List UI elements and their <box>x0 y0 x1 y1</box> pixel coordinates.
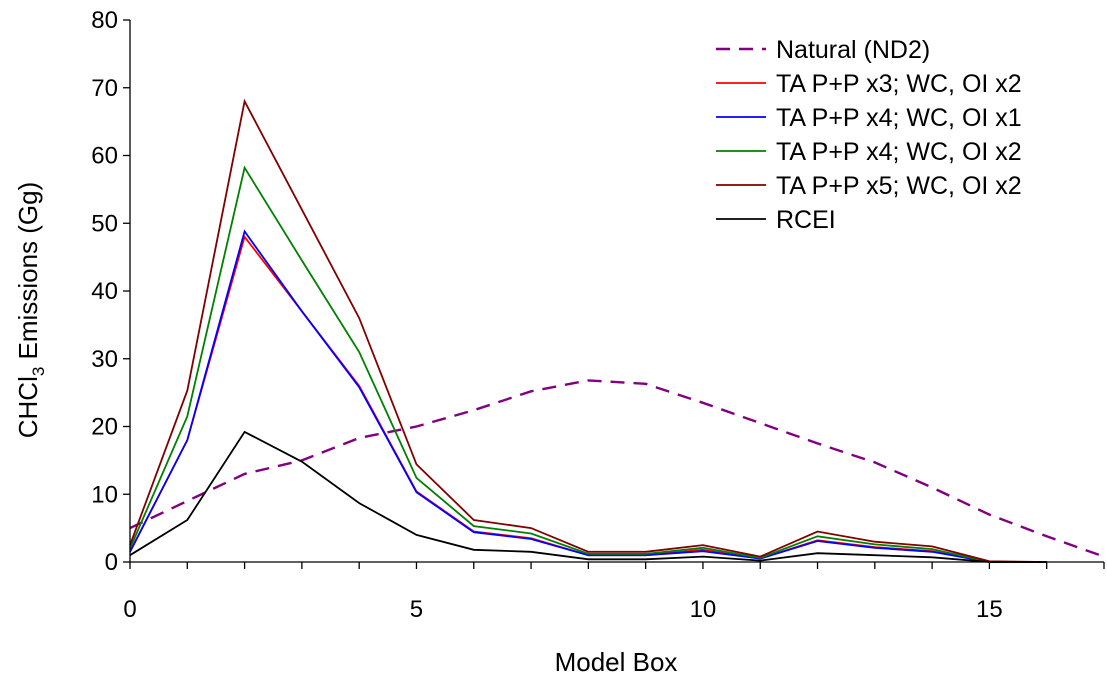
series-line-5 <box>129 98 1047 563</box>
legend-label-2: TA P+P x3; WC, OI x2 <box>776 70 1022 98</box>
legend-label-5: TA P+P x5; WC, OI x2 <box>776 172 1022 200</box>
y-tick-label: 40 <box>91 278 118 305</box>
legend-label-1: Natural (ND2) <box>776 36 930 64</box>
y-tick-label: 0 <box>105 549 118 576</box>
series-line-3 <box>129 229 1047 563</box>
y-tick-label: 30 <box>91 346 118 373</box>
legend-label-4: TA P+P x4; WC, OI x2 <box>776 138 1022 166</box>
y-axis-title-suffix: Emissions (Gg) <box>13 182 43 367</box>
x-tick-label: 10 <box>690 596 717 623</box>
y-tick-label: 60 <box>91 143 118 170</box>
y-axis-title-subscript: 3 <box>29 367 48 376</box>
series-line-6 <box>129 430 1047 563</box>
series-line-2 <box>129 234 1047 563</box>
x-tick-label: 15 <box>976 596 1003 623</box>
axes: 0 10 20 30 40 50 60 70 80 0 5 10 15 <box>91 7 1105 623</box>
legend: Natural (ND2) TA P+P x3; WC, OI x2 TA P+P … <box>716 36 1022 234</box>
x-tick-label: 0 <box>123 596 136 623</box>
series-line-1 <box>129 379 1105 558</box>
legend-label-3: TA P+P x4; WC, OI x1 <box>776 104 1022 132</box>
y-tick-label: 20 <box>91 414 118 441</box>
plot-lines <box>129 98 1105 563</box>
legend-label-6: RCEI <box>776 206 836 234</box>
y-tick-label: 70 <box>91 75 118 102</box>
y-tick-label: 80 <box>91 7 118 34</box>
y-axis-title: CHCl3 Emissions (Gg) <box>13 182 48 439</box>
series-line-4 <box>129 165 1047 563</box>
y-tick-label: 10 <box>91 481 118 508</box>
y-tick-label: 50 <box>91 210 118 237</box>
x-axis-title: Model Box <box>555 647 678 677</box>
y-axis-title-prefix: CHCl <box>13 376 43 438</box>
x-tick-label: 5 <box>410 596 423 623</box>
